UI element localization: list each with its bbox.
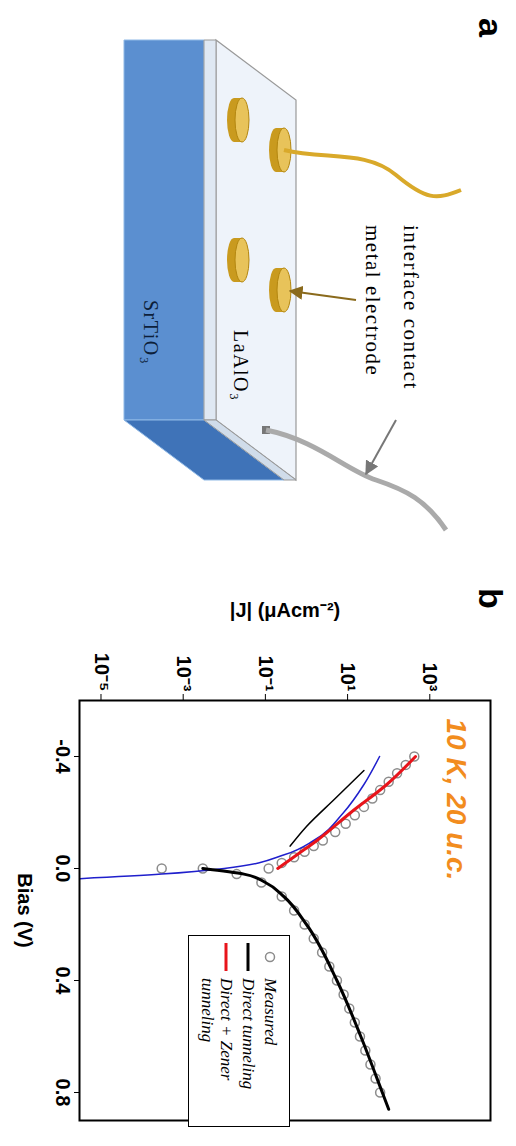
html-text:a: a <box>472 18 510 37</box>
svg-text:SrTiO₃: SrTiO₃ <box>140 300 162 365</box>
html-text:Measured: Measured <box>261 978 280 1046</box>
svg-text:10³: 10³ <box>419 663 441 692</box>
svg-text:metal electrode: metal electrode <box>361 225 385 376</box>
svg-text:10⁻³: 10⁻³ <box>173 656 195 692</box>
svg-text:0.8: 0.8 <box>52 1079 74 1107</box>
svg-text:10¹: 10¹ <box>337 663 359 692</box>
svg-text:LaAlO₃: LaAlO₃ <box>230 330 252 402</box>
svg-text:Bias (V): Bias (V) <box>14 873 36 947</box>
svg-text:10⁻⁵: 10⁻⁵ <box>91 653 113 692</box>
svg-text:-0.4: -0.4 <box>52 739 74 774</box>
svg-text:0.0: 0.0 <box>52 855 74 883</box>
html-text:Direct + Zener tunneling: Direct + Zener tunneling <box>198 978 236 1081</box>
svg-text:0.4: 0.4 <box>52 967 74 996</box>
html-text:Direct tunneling: Direct tunneling <box>239 978 258 1090</box>
svg-text:10⁻¹: 10⁻¹ <box>255 656 277 692</box>
html-text:b: b <box>472 588 510 609</box>
svg-text:|J| (μAcm⁻²): |J| (μAcm⁻²) <box>230 599 340 621</box>
svg-text:10 K, 20 u.c.: 10 K, 20 u.c. <box>441 719 472 881</box>
svg-text:interface contact: interface contact <box>399 225 423 390</box>
